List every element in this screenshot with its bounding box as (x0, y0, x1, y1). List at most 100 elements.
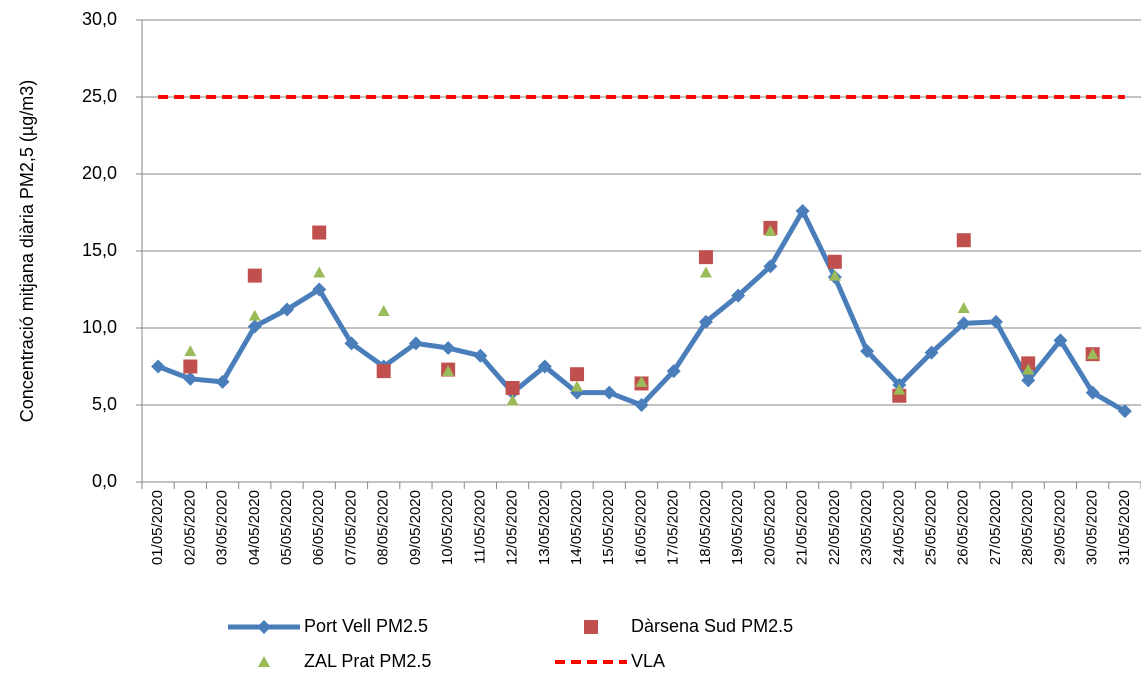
y-tick-label: 5,0 (92, 394, 117, 414)
x-tick-label: 04/05/2020 (246, 490, 263, 565)
marker (828, 269, 841, 281)
marker (699, 266, 712, 278)
x-tick-label: 05/05/2020 (278, 490, 295, 565)
marker (602, 385, 617, 400)
marker (247, 268, 262, 283)
marker (731, 288, 746, 303)
marker (666, 364, 681, 379)
x-tick-label: 19/05/2020 (729, 490, 746, 565)
x-tick-label: 20/05/2020 (761, 490, 778, 565)
x-tick-label: 17/05/2020 (665, 490, 682, 565)
marker (571, 380, 584, 392)
marker (698, 314, 713, 329)
marker (988, 314, 1003, 329)
marker (893, 383, 906, 395)
y-axis-title: Concentració mitjana diària PM2,5 (µg/m3… (17, 80, 37, 423)
marker (183, 371, 198, 386)
marker (763, 259, 778, 274)
marker (956, 316, 971, 331)
y-tick-label: 25,0 (82, 86, 117, 106)
x-tick-label: 22/05/2020 (826, 490, 843, 565)
x-tick-label: 25/05/2020 (923, 490, 940, 565)
marker (1021, 373, 1036, 388)
marker (827, 254, 842, 269)
marker (257, 620, 271, 634)
marker (1053, 333, 1068, 348)
x-tick-label: 28/05/2020 (1019, 490, 1036, 565)
marker (570, 367, 585, 382)
marker (312, 225, 327, 240)
legend-label: VLA (631, 651, 665, 671)
marker (248, 309, 261, 321)
x-tick-label: 11/05/2020 (471, 490, 488, 564)
x-tick-label: 23/05/2020 (858, 490, 875, 565)
marker (280, 302, 295, 317)
marker (258, 656, 270, 667)
marker (1117, 404, 1132, 419)
x-tick-label: 21/05/2020 (794, 490, 811, 565)
x-tick-label: 16/05/2020 (632, 490, 649, 565)
y-tick-label: 0,0 (92, 471, 117, 491)
x-tick-label: 09/05/2020 (407, 490, 424, 565)
x-tick-label: 24/05/2020 (890, 490, 907, 565)
x-tick-label: 26/05/2020 (955, 490, 972, 565)
marker (408, 336, 423, 351)
marker (151, 359, 166, 374)
marker (924, 345, 939, 360)
x-tick-label: 31/05/2020 (1116, 490, 1133, 565)
y-tick-label: 30,0 (82, 9, 117, 29)
x-tick-label: 02/05/2020 (181, 490, 198, 565)
marker (377, 305, 390, 317)
x-tick-label: 03/05/2020 (214, 490, 231, 565)
x-tick-label: 06/05/2020 (310, 490, 327, 565)
legend-label: Dàrsena Sud PM2.5 (631, 616, 793, 636)
legend-item: ZAL Prat PM2.5 (258, 651, 431, 671)
legend-item: Port Vell PM2.5 (228, 616, 428, 636)
marker (473, 348, 488, 363)
marker (1086, 348, 1099, 360)
x-tick-label: 15/05/2020 (600, 490, 617, 565)
marker (183, 359, 198, 374)
x-tick-label: 27/05/2020 (987, 490, 1004, 565)
marker (184, 345, 197, 357)
marker (376, 364, 391, 379)
legend-item: Dàrsena Sud PM2.5 (584, 616, 793, 636)
marker (505, 381, 520, 396)
x-tick-label: 08/05/2020 (375, 490, 392, 565)
marker (441, 341, 456, 356)
legend-label: ZAL Prat PM2.5 (304, 651, 431, 671)
marker (313, 266, 326, 278)
marker (634, 398, 649, 412)
marker (247, 319, 262, 334)
marker (1021, 356, 1036, 371)
x-tick-label: 13/05/2020 (536, 490, 553, 565)
marker (584, 620, 598, 634)
x-tick-label: 01/05/2020 (149, 490, 166, 565)
x-tick-label: 18/05/2020 (697, 490, 714, 565)
marker (956, 233, 971, 248)
x-tick-label: 07/05/2020 (342, 490, 359, 565)
legend-label: Port Vell PM2.5 (304, 616, 428, 636)
y-tick-label: 10,0 (82, 317, 117, 337)
marker (957, 301, 970, 313)
marker (1085, 385, 1100, 400)
x-tick-label: 30/05/2020 (1084, 490, 1101, 565)
y-tick-label: 20,0 (82, 163, 117, 183)
marker (537, 359, 552, 374)
y-tick-label: 15,0 (82, 240, 117, 260)
marker (860, 344, 875, 359)
x-tick-label: 14/05/2020 (568, 490, 585, 565)
marker (764, 224, 777, 236)
marker (344, 336, 359, 351)
marker (1022, 363, 1035, 375)
x-tick-label: 10/05/2020 (439, 490, 456, 565)
legend-item: VLA (555, 651, 665, 671)
marker (506, 394, 519, 406)
x-tick-label: 12/05/2020 (504, 490, 521, 565)
marker (312, 282, 327, 297)
marker (215, 374, 230, 389)
marker (698, 250, 713, 265)
x-tick-label: 29/05/2020 (1051, 490, 1068, 565)
marker (635, 375, 648, 387)
